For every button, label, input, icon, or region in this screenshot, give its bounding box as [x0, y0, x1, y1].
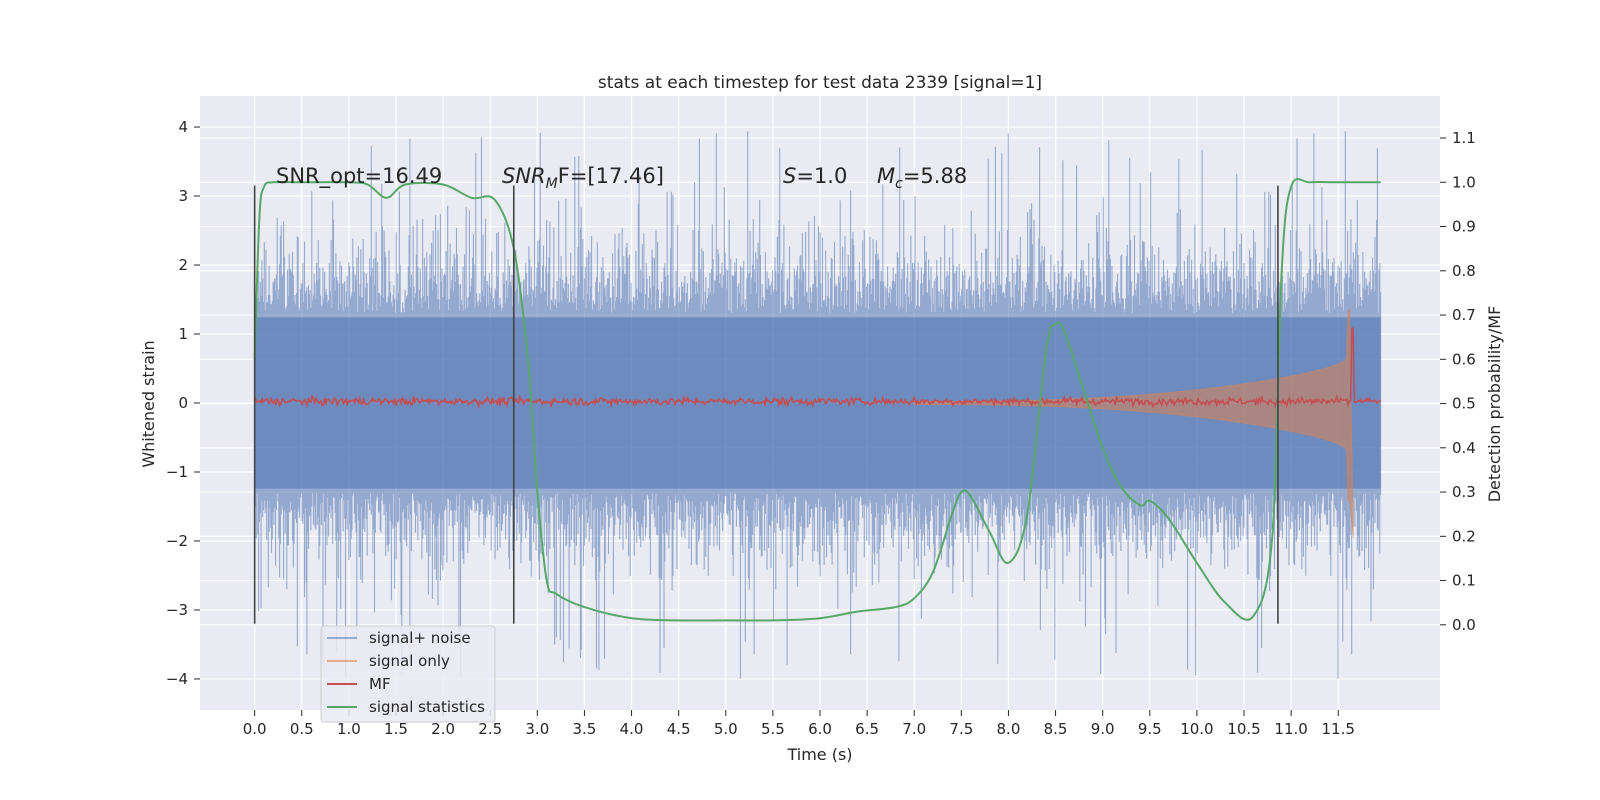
y-tick-label-6: 2 [178, 256, 188, 274]
y-axis-ticks: −4 −3 −2 −1 0 1 2 3 4 [166, 118, 200, 688]
legend-box [320, 625, 496, 723]
series-signal-statistics [253, 178, 1381, 622]
legend-item-signal-statistics: signal statistics [327, 698, 485, 716]
legend: signal+ noise signal only MF signal stat… [320, 625, 496, 723]
right-tick-label-0: 0.0 [1452, 616, 1476, 634]
x-tick-label-15: 7.5 [949, 720, 973, 738]
x-tick-label-20: 10.0 [1180, 720, 1213, 738]
right-tick-label-10: 1.0 [1452, 173, 1476, 191]
right-tick-label-5: 0.5 [1452, 395, 1476, 413]
y-tick-label-3: −1 [166, 463, 188, 481]
legend-label-signal-noise: signal+ noise [369, 629, 471, 647]
series-signal-only [913, 309, 1354, 538]
x-tick-label-8: 4.0 [620, 720, 644, 738]
right-tick-label-1: 0.1 [1452, 572, 1476, 590]
y-axis-label: Whitened strain [139, 340, 158, 467]
y-tick-label-4: 0 [178, 394, 188, 412]
right-tick-label-2: 0.2 [1452, 527, 1476, 545]
x-tick-label-11: 5.5 [761, 720, 785, 738]
y-tick-label-0: −4 [166, 670, 188, 688]
legend-item-signal-only: signal only [327, 652, 450, 670]
right-tick-label-9: 0.9 [1452, 218, 1476, 236]
x-tick-label-22: 11.0 [1274, 720, 1307, 738]
x-tick-label-1: 0.5 [290, 720, 314, 738]
annotation-snr-opt: SNR_opt=16.49 [276, 164, 442, 189]
x-tick-label-19: 9.5 [1138, 720, 1162, 738]
legend-label-mf: MF [369, 675, 391, 693]
x-tick-label-9: 4.5 [667, 720, 691, 738]
annotations: SNR_opt=16.49 SNRMF=[17.46] S=1.0 Mc=5.8… [276, 164, 967, 192]
x-tick-label-2: 1.0 [337, 720, 361, 738]
right-tick-label-8: 0.8 [1452, 262, 1476, 280]
x-tick-label-17: 8.5 [1044, 720, 1068, 738]
legend-item-mf: MF [327, 675, 391, 693]
legend-label-signal-statistics: signal statistics [369, 698, 485, 716]
right-tick-label-11: 1.1 [1452, 129, 1476, 147]
x-tick-label-16: 8.0 [997, 720, 1021, 738]
x-tick-label-18: 9.0 [1091, 720, 1115, 738]
x-axis-label: Time (s) [786, 745, 852, 764]
x-tick-label-21: 10.5 [1227, 720, 1260, 738]
y-tick-label-1: −3 [166, 601, 188, 619]
chart-title: stats at each timestep for test data 233… [598, 73, 1042, 93]
x-tick-label-12: 6.0 [808, 720, 832, 738]
right-tick-label-4: 0.4 [1452, 439, 1476, 457]
x-tick-label-7: 3.5 [573, 720, 597, 738]
x-tick-label-0: 0.0 [243, 720, 267, 738]
right-axis-label: Detection probability/MF [1485, 306, 1504, 503]
y-tick-label-5: 1 [178, 325, 188, 343]
annotation-snr-mf: SNRMF=[17.46] [502, 164, 664, 192]
right-tick-label-6: 0.6 [1452, 350, 1476, 368]
annotation-mc: Mc=5.88 [877, 164, 967, 192]
legend-item-signal-noise: signal+ noise [327, 629, 471, 647]
x-tick-label-23: 11.5 [1322, 720, 1355, 738]
x-tick-label-4: 2.0 [431, 720, 455, 738]
x-tick-label-6: 3.0 [525, 720, 549, 738]
annotation-s: S=1.0 [783, 164, 847, 188]
y-tick-label-2: −2 [166, 532, 188, 550]
x-axis-ticks: 0.0 0.5 1.0 1.5 2.0 2.5 3.0 3.5 4.0 4.5 5.0 5.5 6.0 6… [243, 710, 1355, 738]
y-tick-label-8: 4 [178, 118, 188, 136]
right-tick-label-3: 0.3 [1452, 483, 1476, 501]
x-tick-label-10: 5.0 [714, 720, 738, 738]
legend-label-signal-only: signal only [369, 652, 450, 670]
x-tick-label-3: 1.5 [384, 720, 408, 738]
x-tick-label-14: 7.0 [902, 720, 926, 738]
x-tick-label-13: 6.5 [855, 720, 879, 738]
right-axis-ticks: 0.0 0.1 0.2 0.3 0.4 0.5 0.6 0.7 0.8 0.9 1.0 1.1 [1440, 129, 1476, 634]
y-tick-label-7: 3 [178, 187, 188, 205]
x-tick-label-5: 2.5 [478, 720, 502, 738]
right-tick-label-7: 0.7 [1452, 306, 1476, 324]
series-mf [253, 327, 1382, 410]
